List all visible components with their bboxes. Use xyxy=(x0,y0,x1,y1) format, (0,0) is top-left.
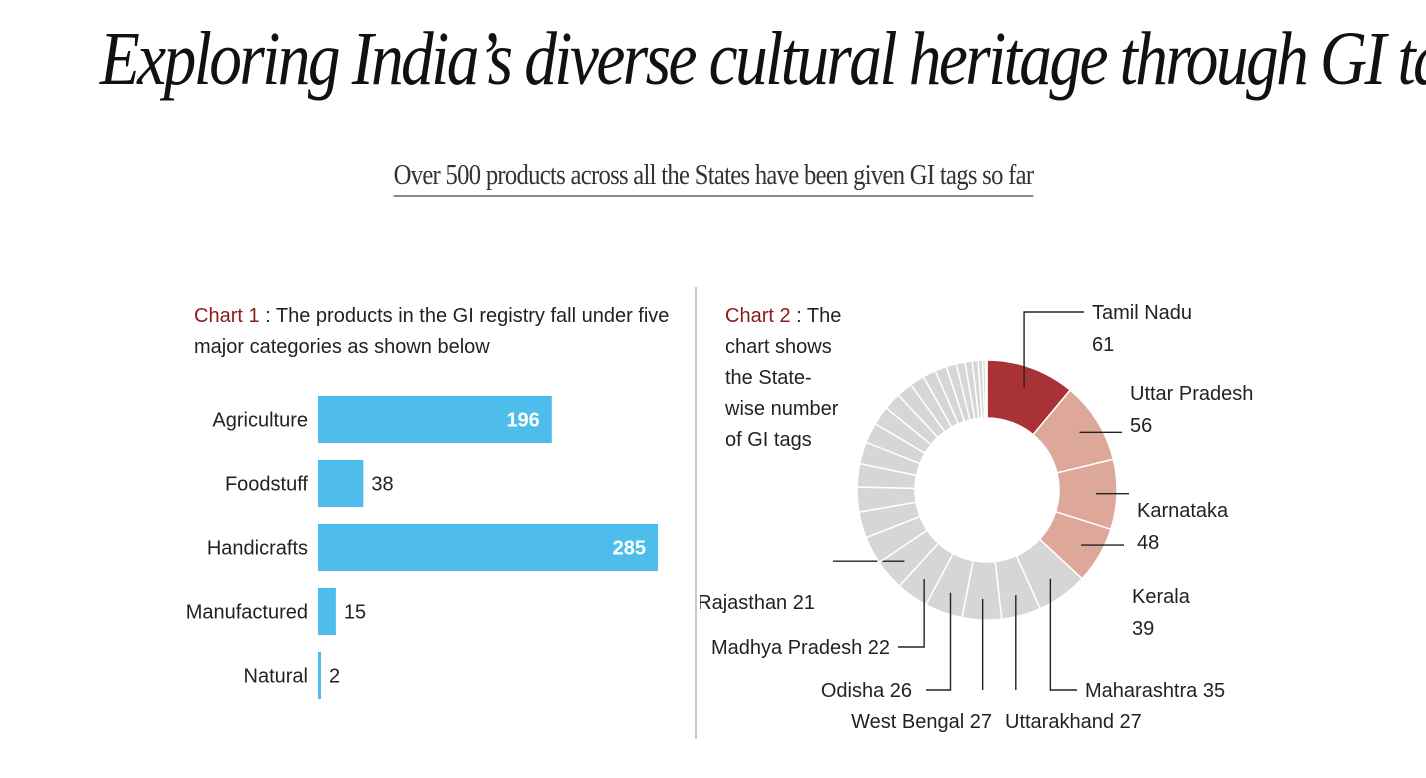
bar-natural xyxy=(318,652,321,699)
chart1-caption-text: : The products in the GI registry fall u… xyxy=(194,305,670,358)
slice-label-karnataka: Karnataka xyxy=(1137,500,1229,522)
bar-category-label: Foodstuff xyxy=(225,474,308,496)
chart2-caption-lead: Chart 2 xyxy=(725,305,791,327)
bar-value-label: 196 xyxy=(506,410,539,432)
bar-value-label: 15 xyxy=(344,602,366,624)
leader-line xyxy=(1049,578,1077,691)
bar-category-label: Natural xyxy=(244,666,308,688)
leader-line xyxy=(898,579,925,648)
bar-value-label: 38 xyxy=(371,474,393,496)
slice-label-maharashtra: Maharashtra 35 xyxy=(1085,680,1225,702)
bar-category-label: Manufactured xyxy=(186,602,308,624)
slice-value-karnataka: 48 xyxy=(1137,532,1159,554)
slice-label-west-bengal: West Bengal 27 xyxy=(851,711,992,733)
bar-category-label: Agriculture xyxy=(212,410,308,432)
page-subtitle: Over 500 products across all the States … xyxy=(393,160,1034,197)
slice-label-kerala: Kerala xyxy=(1132,586,1191,608)
chart1-caption: Chart 1 : The products in the GI registr… xyxy=(194,301,684,363)
slice-label-uttar-pradesh: Uttar Pradesh xyxy=(1130,383,1253,405)
state-donut-chart: Tamil Nadu 61 Uttar Pradesh 56 Karnataka 48 Ke… xyxy=(700,302,1253,733)
chart2-caption: Chart 2 : The chart shows the State-wise… xyxy=(725,301,845,456)
chart-divider xyxy=(695,287,697,739)
page-title: Exploring India’s diverse cultural herit… xyxy=(99,17,1426,101)
bar-category-label: Handicrafts xyxy=(207,538,308,560)
slice-value-uttar-pradesh: 56 xyxy=(1130,415,1152,437)
slice-label-madhya-pradesh: Madhya Pradesh 22 xyxy=(711,637,890,659)
bar-handicrafts xyxy=(318,524,658,571)
bar-value-label: 285 xyxy=(613,538,646,560)
slice-label-tamil-nadu: Tamil Nadu xyxy=(1092,302,1192,324)
subtitle-wrap: Over 500 products across all the States … xyxy=(0,160,1426,197)
slice-label-odisha: Odisha 26 xyxy=(821,680,912,702)
slice-other-state xyxy=(984,359,988,419)
leader-line xyxy=(1023,311,1084,388)
category-bar-chart: Agriculture 196 Foodstuff 38 Handicrafts 285 M… xyxy=(186,396,658,699)
bar-manufactured xyxy=(318,588,336,635)
slice-value-kerala: 39 xyxy=(1132,618,1154,640)
slice-label-uttarakhand: Uttarakhand 27 xyxy=(1005,711,1142,733)
slice-label-rajasthan: Rajasthan 21 xyxy=(700,592,815,614)
bar-agriculture xyxy=(318,396,552,443)
bar-foodstuff xyxy=(318,460,364,507)
chart2-caption-text: : The chart shows the State-wise number … xyxy=(725,305,842,451)
bar-value-label: 2 xyxy=(329,666,340,688)
slice-value-tamil-nadu: 61 xyxy=(1092,334,1114,356)
chart1-caption-lead: Chart 1 xyxy=(194,305,260,327)
leader-line xyxy=(926,592,952,691)
